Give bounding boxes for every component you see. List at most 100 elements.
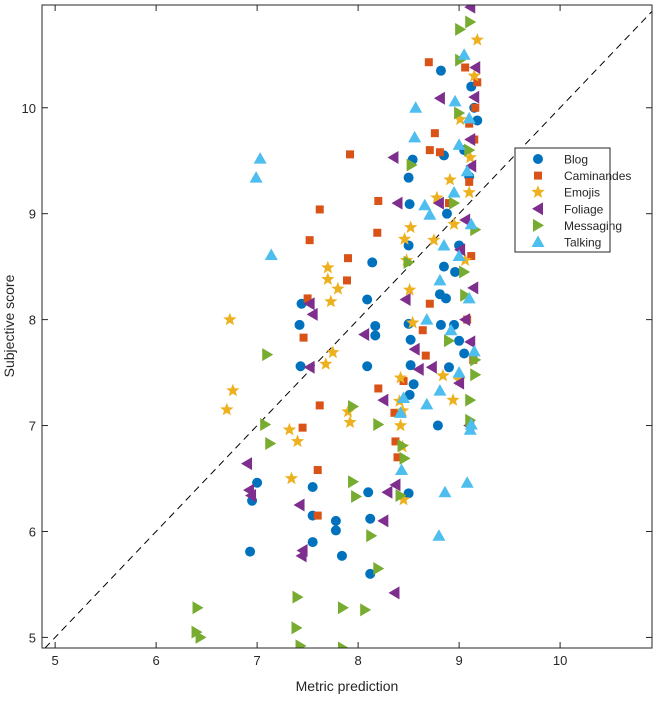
data-point-caminandes	[346, 150, 355, 159]
data-point-blog	[252, 477, 263, 488]
data-point-foliage	[464, 5, 476, 14]
data-point-talking	[460, 164, 474, 177]
data-point-emojis	[321, 260, 335, 274]
data-point-talking	[395, 463, 409, 476]
data-point-talking	[467, 344, 481, 357]
data-point-emojis	[290, 434, 305, 448]
data-point-emojis	[458, 253, 472, 266]
data-point-talking	[462, 291, 476, 304]
data-point-emojis	[430, 190, 444, 204]
axes-box	[41, 4, 653, 649]
data-point-caminandes	[425, 146, 434, 155]
y-axis-label: Subjective score	[1, 274, 17, 377]
data-point-blog	[435, 319, 446, 330]
data-point-blog	[295, 361, 306, 372]
data-point-blog	[330, 515, 341, 526]
data-point-talking	[448, 94, 462, 107]
data-point-emojis	[447, 217, 461, 230]
data-point-foliage	[459, 313, 471, 327]
data-point-messaging	[399, 451, 411, 465]
data-point-caminandes	[374, 384, 383, 393]
data-point-messaging	[366, 529, 378, 543]
data-point-foliage	[467, 281, 479, 295]
legend-marker-emojis	[531, 185, 545, 198]
data-point-talking	[452, 366, 466, 378]
data-point-blog	[403, 172, 414, 183]
data-point-caminandes	[473, 78, 482, 87]
data-point-caminandes	[424, 58, 433, 67]
data-point-talking	[437, 238, 451, 251]
data-point-talking	[452, 138, 466, 150]
data-point-emojis	[463, 150, 477, 164]
data-point-foliage	[303, 360, 315, 374]
data-point-caminandes	[465, 177, 474, 186]
data-point-messaging	[455, 53, 467, 67]
data-point-emojis	[403, 283, 417, 296]
data-point-foliage	[295, 549, 307, 563]
data-point-foliage	[464, 133, 476, 147]
data-point-emojis	[470, 33, 484, 46]
data-point-blog	[307, 481, 318, 492]
data-point-messaging	[262, 348, 274, 362]
data-point-caminandes	[421, 351, 430, 360]
legend-label: Foliage	[564, 202, 604, 216]
data-point-foliage	[391, 196, 403, 210]
x-tick-label: 6	[153, 653, 160, 668]
data-point-foliage	[358, 327, 370, 341]
data-point-foliage	[388, 586, 400, 600]
data-point-messaging	[291, 621, 303, 635]
data-point-messaging	[397, 439, 409, 453]
data-point-emojis	[326, 345, 340, 359]
data-point-emojis	[467, 69, 481, 82]
x-tick-label: 10	[553, 653, 567, 668]
data-point-blog	[362, 294, 373, 305]
data-point-messaging	[348, 399, 360, 413]
data-point-foliage	[377, 514, 389, 528]
data-point-emojis	[324, 294, 338, 308]
data-point-messaging	[337, 641, 349, 648]
data-point-caminandes	[299, 333, 308, 342]
data-point-foliage	[387, 151, 399, 165]
data-point-blog	[403, 488, 414, 499]
data-point-blog	[336, 550, 347, 561]
data-point-messaging	[406, 158, 418, 172]
data-point-blog	[408, 379, 419, 390]
x-tick-label: 5	[52, 653, 59, 668]
x-tick-label: 9	[455, 653, 462, 668]
data-point-messaging	[295, 639, 307, 648]
legend-marker-talking	[531, 235, 545, 247]
data-point-blog	[450, 266, 461, 277]
data-point-emojis	[341, 404, 355, 418]
data-point-blog	[441, 208, 452, 219]
data-point-caminandes	[471, 103, 480, 112]
y-tick-label: 8	[29, 313, 36, 328]
data-point-foliage	[245, 488, 257, 502]
data-point-caminandes	[374, 196, 383, 205]
data-point-emojis	[462, 185, 476, 199]
data-point-foliage	[469, 60, 481, 74]
data-point-talking	[438, 485, 452, 498]
data-point-foliage	[425, 360, 437, 374]
legend-marker-blog	[533, 154, 543, 164]
data-point-foliage	[454, 243, 466, 257]
data-point-caminandes	[313, 466, 322, 475]
data-point-messaging	[348, 475, 360, 489]
data-point-blog	[454, 335, 465, 346]
data-point-blog	[367, 257, 378, 268]
data-point-foliage	[241, 457, 253, 471]
data-point-foliage	[468, 90, 480, 104]
data-point-emojis	[397, 232, 412, 245]
data-point-blog	[435, 65, 446, 76]
data-point-foliage	[453, 376, 465, 390]
y-tick-label: 5	[29, 630, 36, 645]
data-point-messaging	[449, 196, 461, 210]
data-point-talking	[462, 111, 476, 124]
data-point-foliage	[465, 159, 477, 173]
legend-label: Messaging	[564, 219, 622, 233]
data-point-caminandes	[430, 129, 439, 138]
data-point-blog	[370, 320, 381, 331]
data-point-emojis	[226, 383, 240, 397]
data-point-talking	[447, 185, 461, 198]
data-point-messaging	[459, 265, 471, 279]
legend-label: Talking	[564, 236, 601, 250]
